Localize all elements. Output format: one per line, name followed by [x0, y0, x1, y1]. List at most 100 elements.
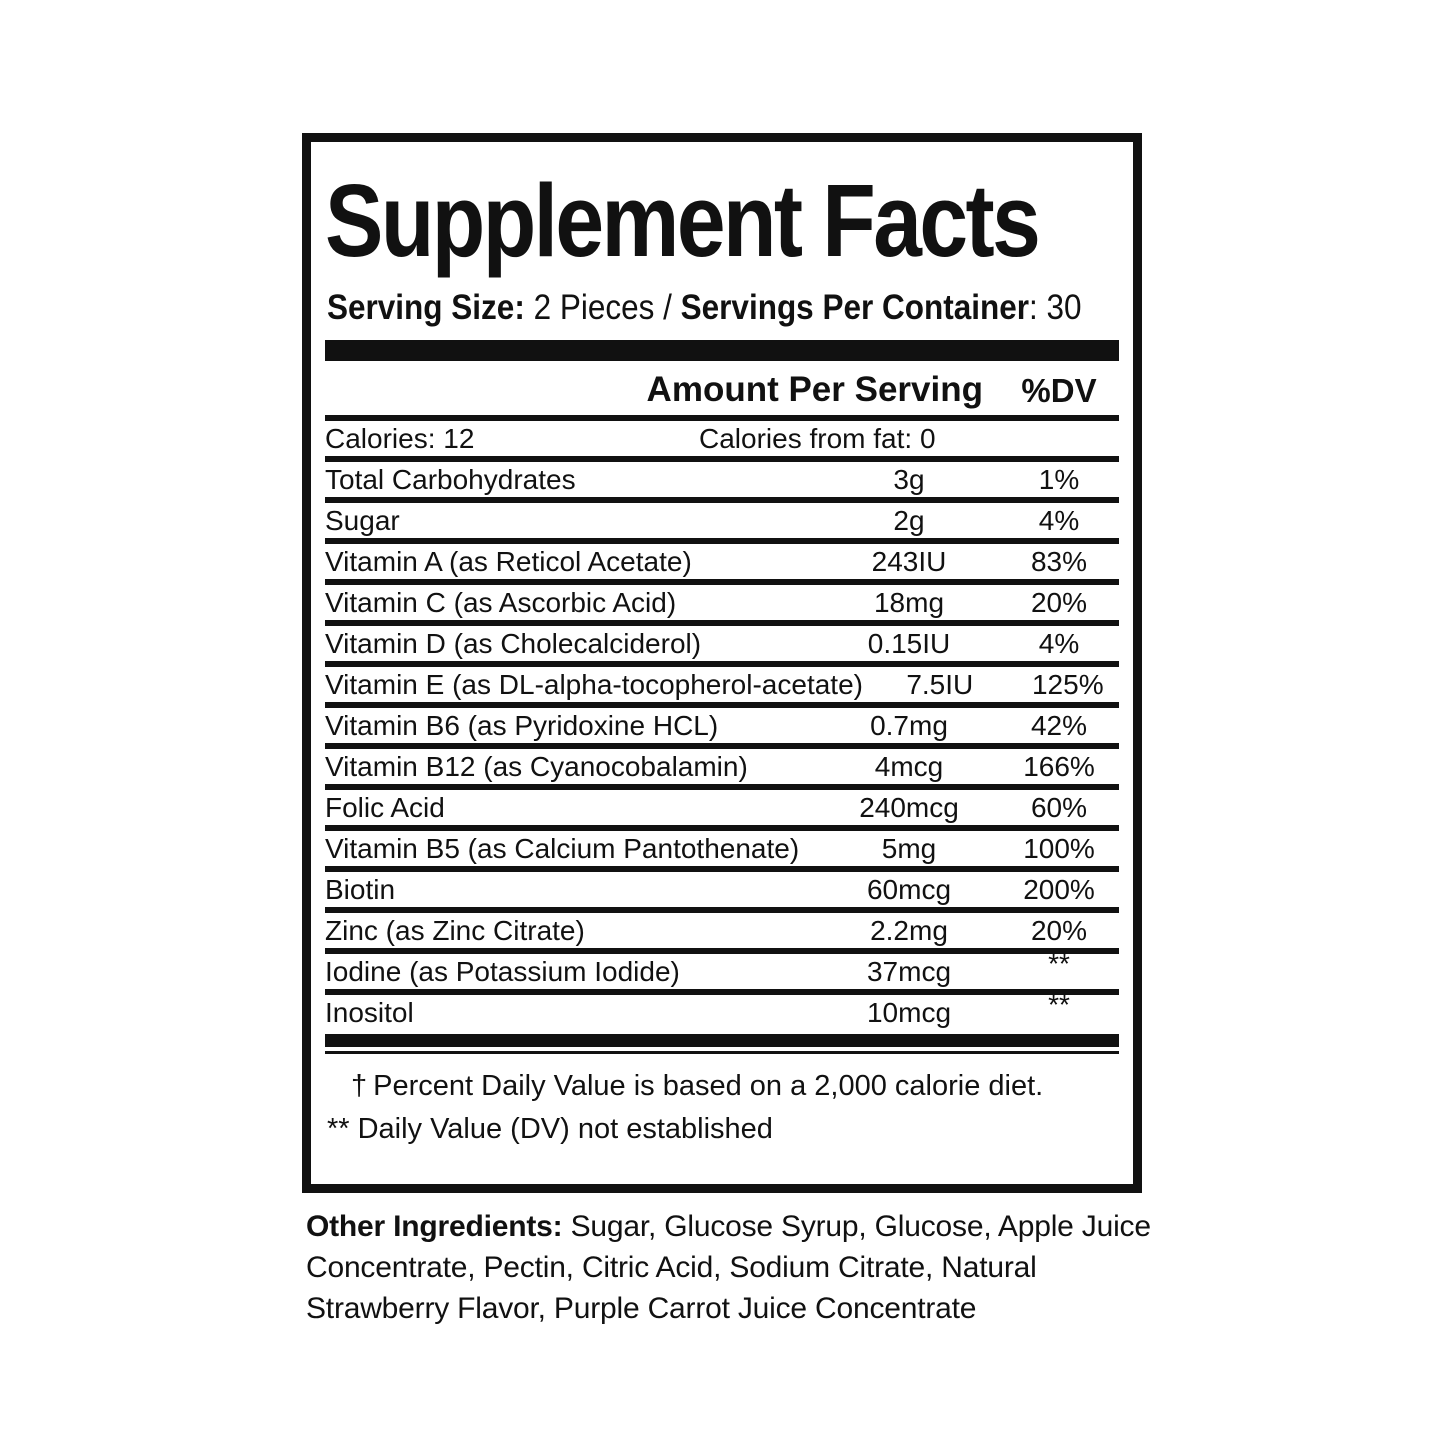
nutrient-amount: 2g	[893, 504, 925, 536]
nutrient-dv: 166%	[1023, 750, 1095, 782]
nutrient-name: Vitamin C (as Ascorbic Acid)	[325, 586, 677, 618]
footnote-not-established-text: Daily Value (DV) not established	[357, 1113, 773, 1145]
nutrient-row: Vitamin B5 (as Calcium Pantothenate) 5mg…	[325, 825, 1119, 866]
nutrient-amount: 240mcg	[859, 791, 959, 823]
nutrient-name: Total Carbohydrates	[325, 463, 576, 495]
row-separator	[325, 989, 1119, 995]
nutrient-dv: 83%	[1030, 545, 1088, 577]
nutrient-dv: 4%	[1038, 504, 1080, 536]
double-asterisk-symbol: **	[327, 1113, 350, 1145]
nutrient-amount: 2.2mg	[870, 914, 948, 946]
row-separator	[325, 620, 1119, 626]
row-separator	[325, 866, 1119, 872]
nutrient-name: Vitamin A (as Reticol Acetate)	[325, 545, 692, 577]
nutrient-row: Vitamin D (as Cholecalciderol) 0.15IU 4%	[325, 620, 1119, 661]
row-separator	[325, 825, 1119, 831]
nutrient-name: Folic Acid	[325, 791, 445, 823]
nutrient-dv: 4%	[1038, 627, 1080, 659]
nutrient-dv: 200%	[1023, 873, 1095, 905]
footnote-daily-value: † Percent Daily Value is based on a 2,000…	[351, 1070, 1119, 1103]
row-separator	[325, 743, 1119, 749]
header-separator	[325, 415, 1119, 421]
footnote-not-established: ** Daily Value (DV) not established	[327, 1113, 1119, 1146]
other-ingredients-paragraph: Other Ingredients: Sugar, Glucose Syrup,…	[306, 1206, 1160, 1329]
calories-from-fat-value: Calories from fat: 0	[699, 422, 936, 454]
nutrient-amount: 0.7mg	[870, 709, 948, 741]
nutrient-amount: 7.5IU	[906, 668, 974, 700]
row-separator	[325, 702, 1119, 708]
nutrient-dv: 42%	[1030, 709, 1088, 741]
serving-info-line: Serving Size: 2 Pieces / Servings Per Co…	[327, 288, 1119, 328]
nutrient-amount: 243IU	[871, 545, 947, 577]
servings-per-container-value: : 30	[1029, 288, 1082, 327]
serving-size-value: 2 Pieces /	[524, 288, 681, 327]
dagger-symbol: †	[351, 1070, 368, 1102]
nutrient-row: Total Carbohydrates 3g 1%	[325, 456, 1119, 497]
calories-value: Calories: 12	[325, 422, 475, 454]
other-ingredients-text: Sugar, Glucose Syrup, Glucose, Apple Jui…	[306, 1210, 1151, 1325]
serving-size-label: Serving Size:	[327, 288, 525, 327]
nutrient-row: Folic Acid 240mcg 60%	[325, 784, 1119, 825]
supplement-facts-panel: Supplement Facts Serving Size: 2 Pieces …	[302, 133, 1142, 1193]
nutrient-dv: **	[1048, 947, 1070, 979]
nutrient-row: Vitamin B12 (as Cyanocobalamin) 4mcg 166…	[325, 743, 1119, 784]
nutrient-name: Vitamin B5 (as Calcium Pantothenate)	[325, 832, 800, 864]
footnote-daily-value-text: Percent Daily Value is based on a 2,000 …	[373, 1070, 1044, 1102]
nutrient-name: Vitamin B6 (as Pyridoxine HCL)	[325, 709, 719, 741]
nutrient-dv: 125%	[1031, 668, 1104, 700]
nutrient-row: Vitamin A (as Reticol Acetate) 243IU 83%	[325, 538, 1119, 579]
nutrient-rows-container: Total Carbohydrates 3g 1% Sugar 2g 4% Vi…	[325, 456, 1119, 1030]
thin-divider-line-bottom	[325, 1051, 1119, 1054]
nutrient-dv: 60%	[1030, 791, 1088, 823]
nutrient-row: Zinc (as Zinc Citrate) 2.2mg 20%	[325, 907, 1119, 948]
nutrient-row: Iodine (as Potassium Iodide) 37mcg **	[325, 948, 1119, 989]
nutrient-dv: 1%	[1038, 463, 1080, 495]
thick-divider-bar-top	[325, 340, 1119, 361]
nutrient-row: Vitamin B6 (as Pyridoxine HCL) 0.7mg 42%	[325, 702, 1119, 743]
nutrient-amount: 18mg	[873, 586, 945, 618]
nutrient-row: Sugar 2g 4%	[325, 497, 1119, 538]
nutrient-name: Vitamin D (as Cholecalciderol)	[325, 627, 702, 659]
row-separator	[325, 456, 1119, 462]
servings-per-container-label: Servings Per Container	[680, 288, 1030, 327]
serving-info-text: Serving Size: 2 Pieces / Servings Per Co…	[327, 288, 1082, 328]
panel-title-text: Supplement Facts	[325, 163, 1041, 278]
row-separator	[325, 784, 1119, 790]
nutrient-amount: 4mcg	[874, 750, 944, 782]
nutrient-dv: 20%	[1030, 914, 1088, 946]
nutrient-name: Sugar	[325, 504, 400, 536]
row-separator	[325, 497, 1119, 503]
nutrient-amount: 60mcg	[866, 873, 952, 905]
column-header-row: Amount Per Serving %DV	[325, 361, 1119, 415]
panel-title: Supplement Facts	[325, 162, 1119, 280]
calories-row: Calories: 12 Calories from fat: 0	[325, 421, 1119, 456]
row-separator	[325, 538, 1119, 544]
nutrient-name: Inositol	[325, 996, 414, 1028]
nutrient-dv: 100%	[1023, 832, 1095, 864]
nutrient-name: Vitamin B12 (as Cyanocobalamin)	[325, 750, 748, 782]
row-separator	[325, 907, 1119, 913]
nutrient-row: Inositol 10mcg **	[325, 989, 1119, 1030]
nutrient-amount: 3g	[893, 463, 925, 495]
nutrient-dv: 20%	[1030, 586, 1088, 618]
nutrient-dv: **	[1048, 988, 1070, 1020]
nutrient-row: Biotin 60mcg 200%	[325, 866, 1119, 907]
other-ingredients-label: Other Ingredients:	[306, 1210, 563, 1243]
row-separator	[325, 948, 1119, 954]
percent-dv-header: %DV	[1021, 372, 1097, 409]
nutrient-amount: 10mcg	[866, 996, 952, 1028]
row-separator	[325, 579, 1119, 585]
thick-divider-bar-bottom	[325, 1034, 1119, 1047]
nutrient-name: Biotin	[325, 873, 396, 905]
amount-per-serving-header: Amount Per Serving	[646, 370, 983, 409]
row-separator	[325, 661, 1119, 667]
nutrient-amount: 0.15IU	[867, 627, 951, 659]
nutrient-row: Vitamin C (as Ascorbic Acid) 18mg 20%	[325, 579, 1119, 620]
nutrient-row: Vitamin E (as DL-alpha-tocopherol-acetat…	[325, 661, 1119, 702]
nutrient-name: Vitamin E (as DL-alpha-tocopherol-acetat…	[325, 668, 863, 700]
nutrient-amount: 37mcg	[866, 955, 952, 987]
nutrient-name: Iodine (as Potassium Iodide)	[325, 955, 680, 987]
nutrient-amount: 5mg	[881, 832, 937, 864]
nutrient-name: Zinc (as Zinc Citrate)	[325, 914, 585, 946]
